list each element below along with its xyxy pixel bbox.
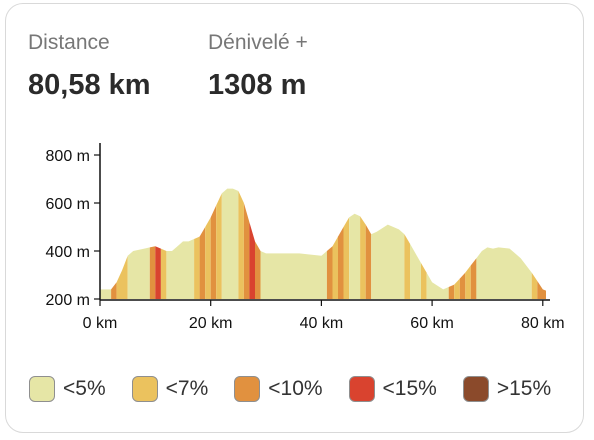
elevation-label: Dénivelé + — [208, 31, 308, 54]
grade-segment — [470, 258, 477, 299]
elevation-profile-chart: 200 m 400 m 600 m 800 m 0 km 20 km 40 km 60 km 8… — [46, 143, 565, 332]
grade-segment — [476, 247, 532, 299]
legend-label: <7% — [165, 377, 209, 400]
grade-legend: <5% <7% <10% <15% >15% — [29, 376, 577, 402]
grade-segment — [116, 255, 128, 299]
grade-segment — [127, 247, 150, 299]
legend-item: >15% — [462, 376, 552, 402]
legend-swatch — [29, 376, 55, 402]
y-tick-label: 200 m — [46, 292, 90, 309]
y-tick-label: 600 m — [46, 196, 90, 213]
grade-segment — [421, 263, 427, 299]
grade-segment — [531, 272, 538, 299]
grade-segment — [155, 246, 161, 299]
grade-segment — [404, 234, 410, 299]
grade-segment — [360, 216, 366, 299]
grade-segment — [426, 272, 449, 299]
grade-segment — [160, 248, 167, 299]
distance-stat: Distance 80,58 km — [28, 30, 151, 102]
grade-segment — [260, 251, 327, 299]
grade-segment — [326, 246, 333, 299]
grade-segment — [343, 217, 350, 299]
grade-segment — [194, 236, 200, 299]
grade-segment — [149, 246, 156, 299]
x-tick-label: 80 km — [521, 315, 565, 332]
grade-segment — [221, 188, 239, 299]
legend-swatch — [348, 376, 375, 402]
distance-label: Distance — [28, 31, 110, 54]
legend-item: <10% — [234, 376, 323, 402]
grade-segment — [210, 205, 217, 299]
grade-segment — [243, 203, 250, 299]
legend-label: <10% — [268, 377, 323, 400]
grade-segment — [166, 239, 195, 299]
y-tick-label: 800 m — [46, 148, 90, 165]
stats-card — [5, 3, 584, 433]
legend-item: <7% — [131, 376, 209, 402]
grade-segment — [465, 265, 471, 299]
x-tick-label: 20 km — [189, 315, 233, 332]
x-tick-label: 60 km — [410, 315, 454, 332]
x-tick-label: 40 km — [300, 315, 344, 332]
distance-value: 80,58 km — [28, 69, 151, 101]
legend-item: <15% — [348, 376, 437, 402]
grade-segment — [365, 224, 372, 299]
elevation-value: 1308 m — [208, 69, 307, 101]
legend-swatch — [131, 376, 158, 402]
grade-segment — [537, 281, 546, 299]
grade-segment — [410, 243, 421, 299]
grade-segment — [199, 227, 206, 299]
grade-segment — [448, 284, 455, 299]
grade-segment — [349, 213, 361, 299]
grade-segment — [205, 217, 211, 299]
x-tick-label: 0 km — [83, 315, 118, 332]
grade-segment — [238, 191, 244, 299]
grade-segment — [100, 289, 112, 299]
y-tick-label: 400 m — [46, 244, 90, 261]
legend-label: >15% — [496, 377, 552, 400]
legend-swatch — [234, 376, 261, 402]
legend-label: <5% — [63, 377, 106, 400]
grade-segment — [216, 193, 222, 299]
legend-item: <5% — [29, 376, 106, 402]
grade-segment — [371, 224, 405, 299]
grade-segment — [111, 282, 117, 299]
grade-segment — [249, 222, 255, 299]
grade-segment — [255, 241, 261, 299]
legend-label: <15% — [382, 377, 437, 400]
elevation-stat: Dénivelé + 1308 m — [208, 30, 308, 102]
grade-segment — [459, 272, 466, 299]
legend-swatch — [462, 376, 489, 402]
grade-segment — [454, 278, 460, 299]
grade-segment — [332, 236, 338, 299]
grade-segment — [338, 227, 344, 299]
